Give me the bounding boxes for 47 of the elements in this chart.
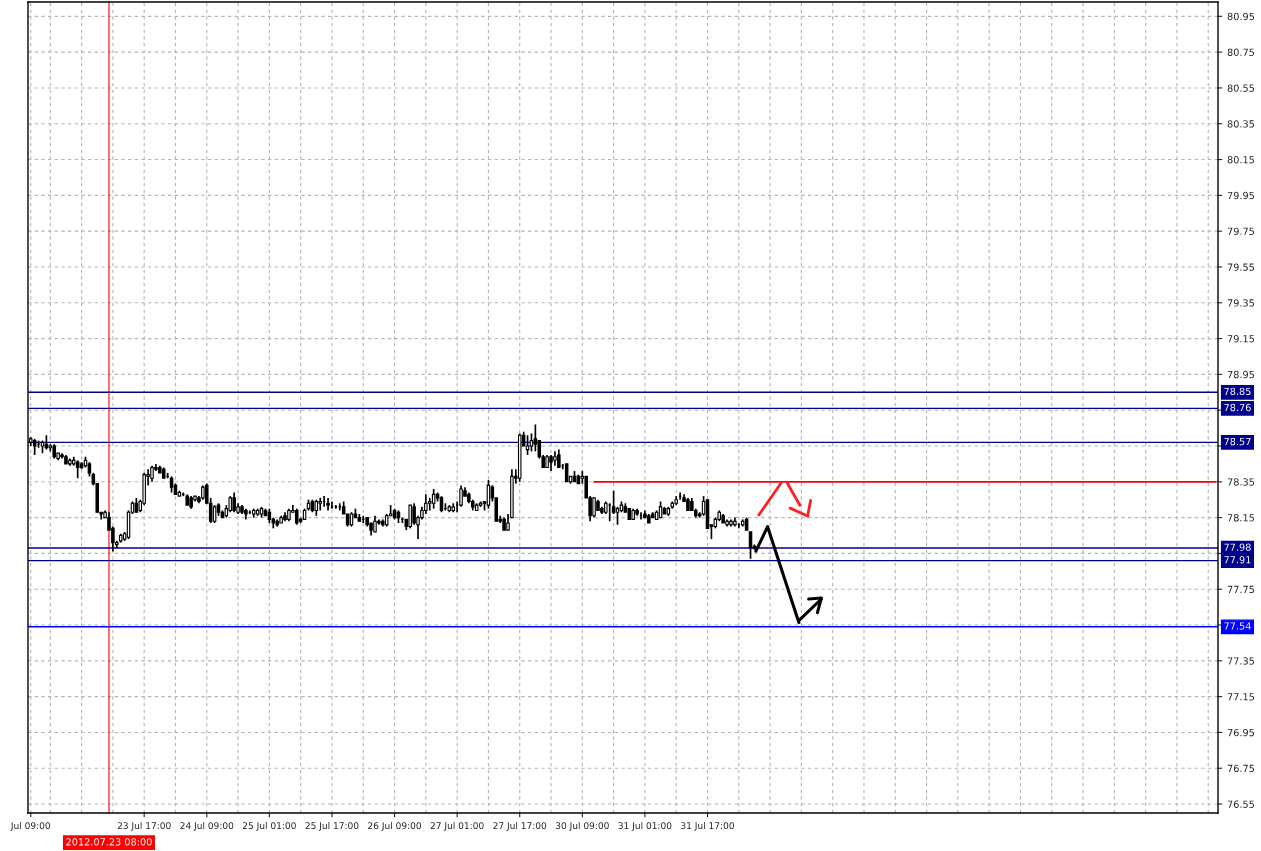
y-tick-label: 78.95 — [1227, 370, 1255, 379]
y-tick-label: 79.95 — [1227, 191, 1255, 200]
x-tick-label: 23 Jul 17:00 — [117, 822, 171, 831]
candlestick — [533, 423, 538, 453]
x-tick-label: Jul 09:00 — [10, 822, 51, 831]
y-tick-label: 78.35 — [1227, 478, 1255, 486]
y-tick-label: 76.75 — [1227, 764, 1255, 773]
y-tick-label: 79.75 — [1227, 227, 1255, 235]
candlestick — [424, 493, 428, 515]
candlestick — [592, 497, 596, 519]
y-tick-label: 80.15 — [1227, 156, 1255, 164]
ref-line-label: 77.91 — [1224, 556, 1251, 564]
x-tick-label: 25 Jul 17:00 — [305, 822, 359, 831]
x-tick-label: 2012.07.23 08:00 — [66, 838, 152, 846]
y-tick-label: 77.75 — [1227, 585, 1255, 594]
y-tick-label: 79.15 — [1227, 335, 1255, 343]
candlestick — [525, 434, 530, 456]
ref-line-label: 78.76 — [1224, 403, 1251, 412]
x-tick-label: 25 Jul 01:00 — [242, 822, 296, 831]
x-tick-label: 27 Jul 01:00 — [430, 822, 484, 831]
ref-line-label: 77.54 — [1224, 622, 1251, 630]
y-tick-label: 77.15 — [1227, 693, 1255, 701]
candlestick — [459, 484, 463, 508]
x-tick-label: 30 Jul 09:00 — [555, 822, 609, 831]
y-tick-label: 79.35 — [1227, 299, 1255, 307]
x-tick-label: 27 Jul 17:00 — [493, 822, 547, 831]
y-tick-label: 80.55 — [1227, 84, 1255, 92]
candlestick — [748, 531, 753, 560]
candlestick — [607, 502, 612, 523]
y-tick-label: 79.55 — [1227, 263, 1255, 271]
x-tick-label: 26 Jul 09:00 — [368, 822, 422, 831]
candlestick — [408, 504, 412, 530]
candlestick — [431, 488, 436, 510]
y-tick-label: 80.95 — [1227, 12, 1255, 21]
y-tick-label: 76.55 — [1227, 800, 1255, 808]
y-tick-label: 80.35 — [1227, 120, 1255, 128]
x-tick-label: 31 Jul 17:00 — [681, 822, 734, 831]
y-tick-label: 77.35 — [1227, 657, 1255, 665]
ref-line-label: 78.57 — [1224, 437, 1251, 446]
y-tick-label: 80.75 — [1227, 48, 1255, 56]
candlestick — [232, 491, 236, 514]
ref-line-label: 78.85 — [1224, 387, 1251, 396]
x-tick-label: 31 Jul 01:00 — [618, 822, 672, 831]
y-tick-label: 78.15 — [1227, 514, 1255, 522]
y-tick-label: 76.95 — [1227, 728, 1255, 737]
x-tick-label: 24 Jul 09:00 — [180, 822, 234, 831]
ref-line-label: 77.98 — [1224, 543, 1251, 551]
